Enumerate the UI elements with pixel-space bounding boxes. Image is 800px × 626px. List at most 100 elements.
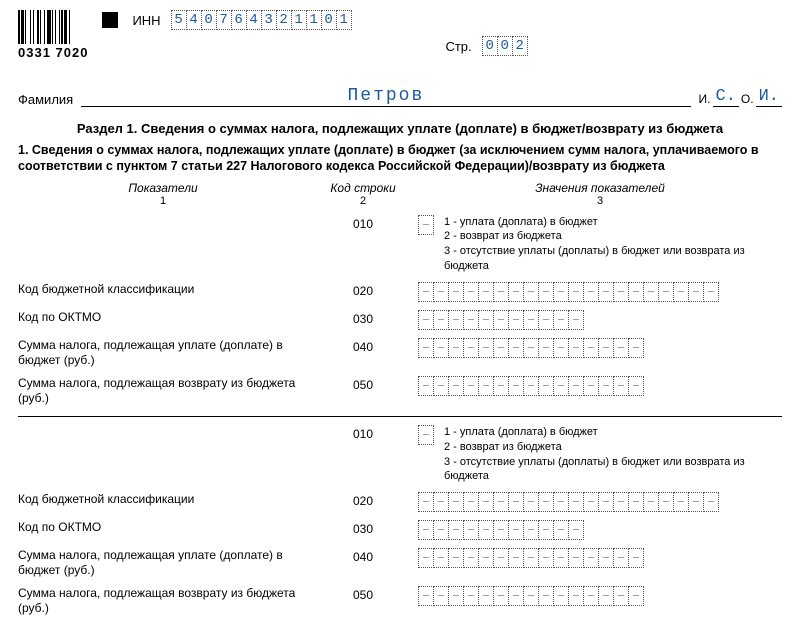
cell[interactable]: – xyxy=(568,548,584,568)
cell[interactable]: – xyxy=(583,376,599,396)
initial-i-value[interactable]: С. xyxy=(713,87,739,107)
cell[interactable]: – xyxy=(478,282,494,302)
cell[interactable]: 1 xyxy=(306,10,322,30)
cell[interactable]: – xyxy=(628,586,644,606)
cell[interactable]: – xyxy=(478,520,494,540)
cell[interactable]: – xyxy=(523,282,539,302)
cell[interactable]: – xyxy=(418,548,434,568)
cell[interactable]: – xyxy=(478,310,494,330)
cell[interactable]: – xyxy=(553,376,569,396)
cell[interactable]: – xyxy=(448,492,464,512)
cell[interactable]: – xyxy=(493,586,509,606)
cell[interactable]: – xyxy=(493,282,509,302)
value-cells[interactable]: –––––––––––––––––––– xyxy=(418,282,719,302)
cell[interactable]: 1 xyxy=(291,10,307,30)
cell[interactable]: – xyxy=(478,492,494,512)
cell[interactable]: – xyxy=(433,376,449,396)
value-cells[interactable]: –––––––––––––––––––– xyxy=(418,492,719,512)
cell[interactable]: – xyxy=(613,492,629,512)
cell[interactable]: – xyxy=(568,310,584,330)
surname-value[interactable]: Петров xyxy=(81,86,690,107)
cell[interactable]: – xyxy=(463,492,479,512)
value-cells[interactable]: ––––––––––– xyxy=(418,520,584,540)
cell[interactable]: – xyxy=(493,310,509,330)
cell[interactable]: – xyxy=(628,282,644,302)
cell[interactable]: – xyxy=(613,548,629,568)
cell[interactable]: – xyxy=(418,282,434,302)
cell[interactable]: – xyxy=(553,548,569,568)
cell[interactable]: – xyxy=(448,586,464,606)
cell[interactable]: 0 xyxy=(201,10,217,30)
value-cells[interactable]: ––––––––––– xyxy=(418,310,584,330)
cell[interactable]: – xyxy=(613,376,629,396)
cell[interactable]: – xyxy=(523,520,539,540)
cell[interactable]: – xyxy=(688,492,704,512)
cell[interactable]: – xyxy=(418,338,434,358)
cell[interactable]: – xyxy=(493,548,509,568)
cell[interactable]: – xyxy=(478,376,494,396)
cell[interactable]: 2 xyxy=(276,10,292,30)
cell[interactable]: – xyxy=(538,282,554,302)
cell[interactable]: – xyxy=(418,425,434,445)
cell[interactable]: – xyxy=(448,282,464,302)
cell[interactable]: – xyxy=(523,338,539,358)
cell[interactable]: 6 xyxy=(231,10,247,30)
value-cells[interactable]: – xyxy=(418,215,434,235)
cell[interactable]: – xyxy=(463,310,479,330)
cell[interactable]: – xyxy=(463,586,479,606)
cell[interactable]: – xyxy=(523,548,539,568)
cell[interactable]: – xyxy=(688,282,704,302)
cell[interactable]: – xyxy=(508,282,524,302)
cell[interactable]: – xyxy=(538,310,554,330)
cell[interactable]: – xyxy=(493,492,509,512)
cell[interactable]: – xyxy=(553,310,569,330)
cell[interactable]: – xyxy=(448,338,464,358)
cell[interactable]: – xyxy=(658,282,674,302)
value-cells[interactable]: ––––––––––––––– xyxy=(418,586,644,606)
cell[interactable]: – xyxy=(628,376,644,396)
cell[interactable]: – xyxy=(538,548,554,568)
cell[interactable]: – xyxy=(568,338,584,358)
cell[interactable]: – xyxy=(628,548,644,568)
cell[interactable]: – xyxy=(418,520,434,540)
cell[interactable]: – xyxy=(433,520,449,540)
cell[interactable]: – xyxy=(583,548,599,568)
cell[interactable]: – xyxy=(463,548,479,568)
cell[interactable]: – xyxy=(418,215,434,235)
cell[interactable]: – xyxy=(598,548,614,568)
cell[interactable]: – xyxy=(418,310,434,330)
cell[interactable]: – xyxy=(508,376,524,396)
cell[interactable]: – xyxy=(508,310,524,330)
cell[interactable]: – xyxy=(433,310,449,330)
cell[interactable]: – xyxy=(553,520,569,540)
cell[interactable]: – xyxy=(568,282,584,302)
cell[interactable]: – xyxy=(463,520,479,540)
cell[interactable]: – xyxy=(658,492,674,512)
cell[interactable]: – xyxy=(538,520,554,540)
cell[interactable]: – xyxy=(538,376,554,396)
cell[interactable]: 7 xyxy=(216,10,232,30)
cell[interactable]: – xyxy=(628,492,644,512)
cell[interactable]: – xyxy=(538,492,554,512)
cell[interactable]: – xyxy=(523,310,539,330)
cell[interactable]: – xyxy=(508,492,524,512)
cell[interactable]: – xyxy=(673,282,689,302)
cell[interactable]: – xyxy=(418,586,434,606)
cell[interactable]: – xyxy=(448,376,464,396)
cell[interactable]: – xyxy=(553,586,569,606)
cell[interactable]: 3 xyxy=(261,10,277,30)
cell[interactable]: 5 xyxy=(171,10,187,30)
cell[interactable]: – xyxy=(628,338,644,358)
cell[interactable]: – xyxy=(493,376,509,396)
cell[interactable]: – xyxy=(568,520,584,540)
cell[interactable]: – xyxy=(598,282,614,302)
cell[interactable]: – xyxy=(523,492,539,512)
cell[interactable]: – xyxy=(538,586,554,606)
cell[interactable]: – xyxy=(598,376,614,396)
value-cells[interactable]: ––––––––––––––– xyxy=(418,548,644,568)
cell[interactable]: – xyxy=(433,282,449,302)
cell[interactable]: – xyxy=(448,310,464,330)
cell[interactable]: – xyxy=(418,492,434,512)
cell[interactable]: 0 xyxy=(321,10,337,30)
cell[interactable]: – xyxy=(583,282,599,302)
